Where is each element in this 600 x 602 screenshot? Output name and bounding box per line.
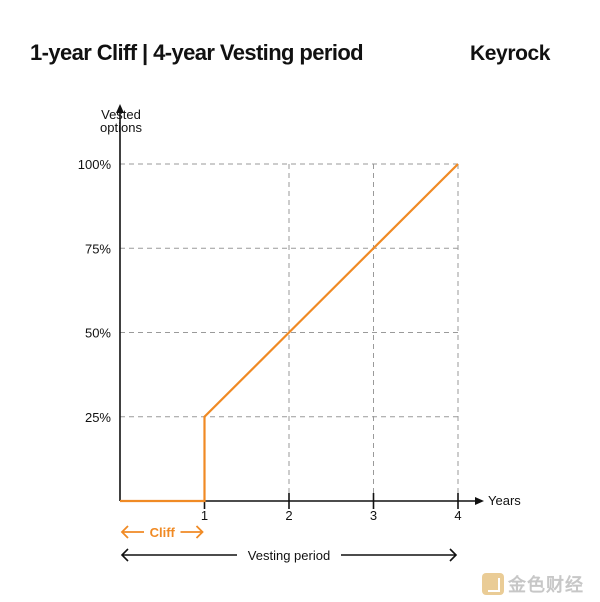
watermark-logo-icon: [482, 573, 504, 595]
y-tick-label: 50%: [85, 326, 111, 341]
annotations: Cliff Vesting period: [120, 525, 458, 563]
vesting-period-label: Vesting period: [248, 548, 330, 563]
cliff-arrow-right-icon: [195, 525, 204, 539]
cliff-label: Cliff: [150, 525, 176, 540]
cliff-arrow-left-icon: [120, 525, 129, 539]
series-line: [120, 163, 459, 503]
vesting-series-line: [120, 163, 459, 503]
y-tick-label: 100%: [78, 157, 112, 172]
vesting-arrow-left-icon: [120, 548, 129, 562]
y-axis-label-line2: options: [100, 120, 142, 135]
guide-lines: [120, 163, 459, 501]
watermark-text: 金色财经: [508, 575, 584, 595]
x-tick-label: 1: [201, 508, 208, 523]
y-axis-arrow: [116, 104, 124, 113]
x-tick-label: 3: [370, 508, 377, 523]
x-tick-label: 4: [454, 508, 461, 523]
brand-logo: Keyrock: [470, 42, 551, 65]
x-axis-arrow: [475, 497, 484, 505]
chart-title: 1-year Cliff | 4-year Vesting period: [30, 40, 364, 65]
watermark: 金色财经: [482, 571, 584, 597]
ticks: 25% 50% 75% 100% 1 2 3 4: [78, 157, 462, 523]
x-axis-label: Years: [488, 493, 521, 508]
y-axis-label-line1: Vested: [101, 107, 141, 122]
y-tick-label: 75%: [85, 241, 111, 256]
x-tick-label: 2: [285, 508, 292, 523]
y-tick-label: 25%: [85, 410, 111, 425]
vesting-arrow-right-icon: [449, 548, 458, 562]
